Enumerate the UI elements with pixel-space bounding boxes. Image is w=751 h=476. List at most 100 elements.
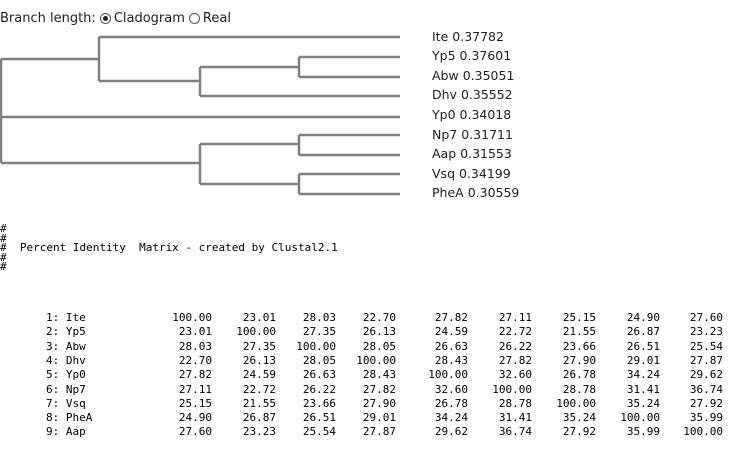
leaf-distance: 0.31553: [460, 146, 512, 161]
matrix-cell: 29.62: [434, 425, 468, 439]
matrix-cell: 22.70: [362, 311, 396, 324]
matrix-cell: 36.74: [498, 425, 532, 439]
matrix-cell: 27.11: [498, 311, 532, 324]
matrix-cell: 23.23: [242, 425, 276, 439]
matrix-cell: 26.63: [434, 339, 468, 353]
tree-leaf: Yp5 0.37601: [432, 48, 511, 64]
leaf-name: Ite: [432, 29, 449, 44]
matrix-cell: 27.92: [689, 396, 723, 410]
matrix-cell: 27.82: [434, 311, 468, 324]
matrix-comment-line: #: [0, 260, 7, 274]
matrix-cell: 27.90: [362, 396, 396, 410]
matrix-cell: 100.00: [620, 411, 660, 425]
matrix-cell: 22.70: [178, 353, 212, 367]
leaf-name: Abw: [432, 68, 459, 83]
matrix-cell: 24.59: [434, 325, 468, 339]
real-option[interactable]: Real: [185, 11, 231, 26]
matrix-comment-line: #: [0, 222, 7, 235]
matrix-cell: 100.00: [428, 368, 468, 382]
phylogenetic-tree: [0, 35, 400, 196]
matrix-cell: 26.13: [242, 353, 276, 367]
matrix-cell: 28.03: [302, 311, 336, 324]
matrix-row-label: 4: Dhv: [46, 353, 86, 367]
leaf-distance: 0.37601: [459, 48, 512, 63]
matrix-cell: 26.78: [434, 396, 468, 410]
matrix-cell: 22.72: [498, 325, 532, 339]
leaf-name: Yp0: [432, 107, 456, 122]
matrix-cell: 35.24: [626, 396, 660, 410]
matrix-cell: 27.35: [242, 339, 276, 353]
matrix-row-label: 8: PheA: [46, 411, 93, 425]
matrix-row-label: 1: Ite: [46, 311, 86, 324]
matrix-cell: 27.82: [178, 368, 212, 382]
matrix-cell: 27.87: [689, 353, 723, 367]
matrix-cell: 24.59: [242, 368, 276, 382]
matrix-cell: 100.00: [356, 353, 396, 367]
real-radio[interactable]: [188, 12, 200, 24]
matrix-header: # # # Percent Identity Matrix - created by…: [0, 222, 338, 274]
leaf-distance: 0.34199: [458, 166, 511, 181]
tree-leaf: Np7 0.31711: [432, 127, 513, 143]
matrix-row-label: 5: Yp0: [46, 368, 86, 382]
leaf-distance: 0.30559: [467, 185, 520, 200]
matrix-comment-line: #: [0, 231, 7, 245]
matrix-comment-line: # Percent Identity Matrix - created by C…: [0, 241, 338, 255]
matrix-cell: 22.72: [242, 382, 276, 396]
matrix-cell: 29.62: [689, 368, 723, 382]
tree-leaf: Ite 0.37782: [432, 29, 504, 45]
matrix-cell: 24.90: [178, 411, 212, 425]
matrix-cell: 26.51: [302, 411, 336, 425]
matrix-cell: 35.24: [562, 411, 596, 425]
matrix-comment-line: #: [0, 250, 7, 264]
cladogram-label[interactable]: Cladogram: [113, 10, 185, 26]
tree-leaf: Yp0 0.34018: [432, 107, 511, 123]
matrix-cell: 35.99: [626, 425, 660, 439]
matrix-cell: 23.01: [242, 311, 276, 324]
matrix-cell: 27.92: [562, 425, 596, 439]
leaf-distance: 0.34018: [459, 107, 512, 122]
matrix-cell: 34.24: [626, 368, 660, 382]
branch-length-controls: Branch length: Cladogram Real: [0, 9, 231, 27]
matrix-row-label: 2: Yp5: [46, 325, 86, 339]
matrix-cell: 27.90: [562, 353, 596, 367]
matrix-cell: 32.60: [498, 368, 532, 382]
matrix-cell: 23.23: [689, 325, 723, 339]
matrix-cell: 27.60: [689, 311, 723, 324]
leaf-distance: 0.31711: [461, 127, 513, 142]
matrix-cell: 27.87: [362, 425, 396, 439]
matrix-cell: 21.55: [242, 396, 276, 410]
tree-leaf: Vsq 0.34199: [432, 166, 511, 182]
branch-length-label: Branch length:: [0, 10, 96, 26]
matrix-cell: 27.11: [178, 382, 212, 396]
leaf-name: Vsq: [432, 166, 455, 181]
matrix-cell: 24.90: [626, 311, 660, 324]
matrix-cell: 25.54: [302, 425, 336, 439]
matrix-cell: 100.00: [683, 425, 723, 439]
leaf-distance: 0.35552: [460, 87, 513, 102]
matrix-cell: 100.00: [172, 311, 212, 324]
matrix-cell: 28.03: [178, 339, 212, 353]
cladogram-option[interactable]: Cladogram: [96, 11, 185, 26]
tree-branches: [0, 35, 400, 196]
matrix-cell: 27.60: [178, 425, 212, 439]
real-label[interactable]: Real: [202, 10, 231, 26]
matrix-row-label: 6: Np7: [46, 382, 86, 396]
matrix-cell: 28.78: [562, 382, 596, 396]
tree-leaf: Aap 0.31553: [432, 146, 512, 162]
matrix-cell: 26.78: [562, 368, 596, 382]
matrix-cell: 27.82: [362, 382, 396, 396]
matrix-cell: 100.00: [556, 396, 596, 410]
tree-leaf: Dhv 0.35552: [432, 87, 513, 103]
matrix-cell: 100.00: [296, 339, 336, 353]
matrix-row-label: 9: Aap: [46, 425, 86, 439]
leaf-distance: 0.37782: [452, 29, 504, 44]
matrix-cell: 28.43: [434, 353, 468, 367]
matrix-row-label: 7: Vsq: [46, 396, 86, 410]
matrix-cell: 32.60: [434, 382, 468, 396]
leaf-name: Dhv: [432, 87, 457, 102]
tree-leaf: Abw 0.35051: [432, 68, 514, 84]
matrix-cell: 26.22: [498, 339, 532, 353]
matrix-cell: 100.00: [236, 325, 276, 339]
matrix-cell: 23.66: [562, 339, 596, 353]
cladogram-radio[interactable]: [99, 12, 111, 24]
